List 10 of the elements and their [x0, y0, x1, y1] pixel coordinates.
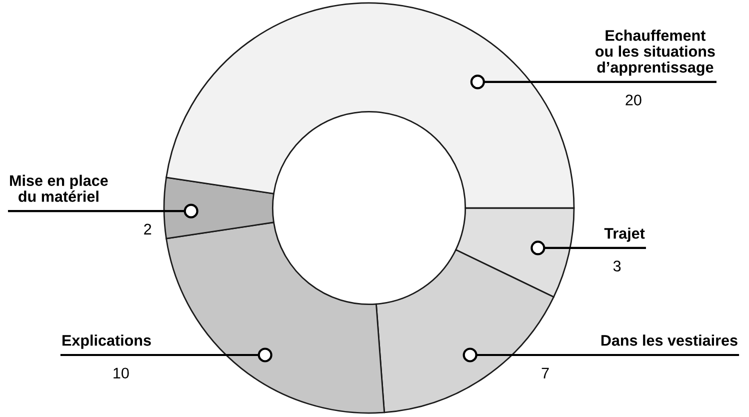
data-label: 10	[114, 368, 129, 379]
slice-label: Mise en place du matériel	[10, 174, 108, 202]
slice-label: Trajet	[604, 228, 645, 242]
data-label: 20	[626, 94, 642, 106]
slice-label: Echauffement ou les situations d’apprentissage	[596, 30, 715, 76]
slice-label: Explications	[62, 334, 151, 349]
data-label: 3	[613, 260, 621, 272]
data-label: 7	[542, 368, 549, 378]
data-label: 2	[144, 224, 152, 234]
slice-label: Dans les vestiaires	[601, 334, 738, 346]
